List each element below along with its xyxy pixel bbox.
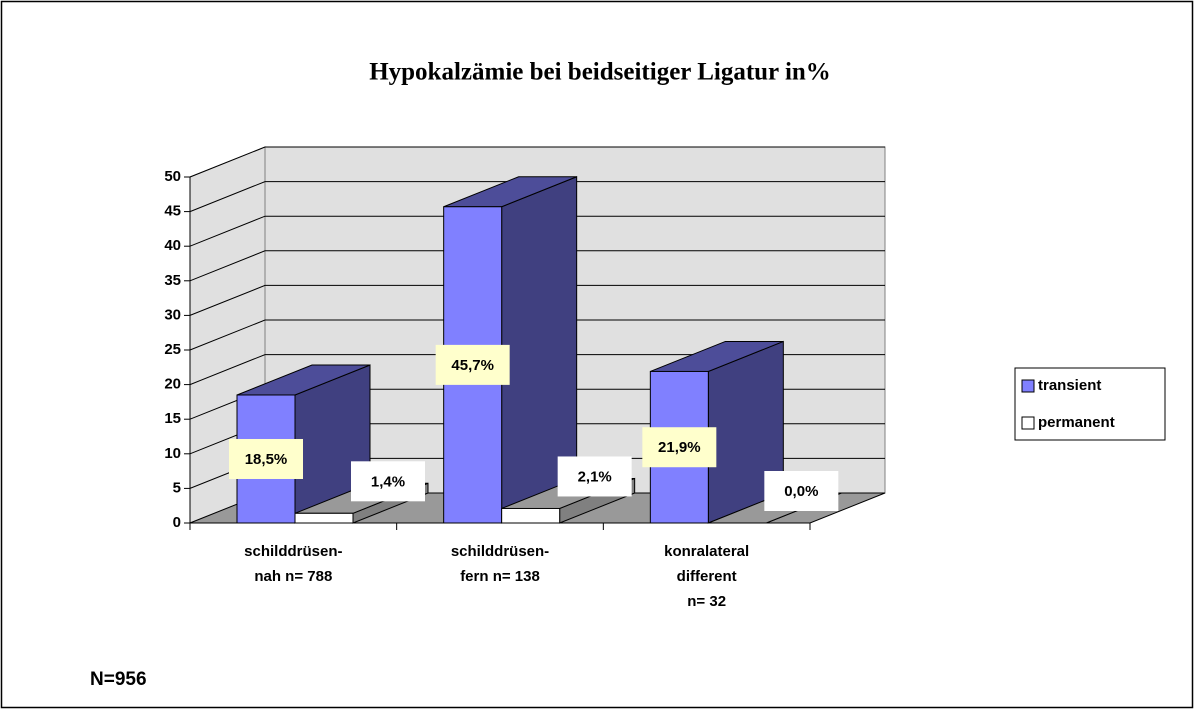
x-tick-label: n= 32	[687, 593, 726, 610]
y-tick-label: 45	[164, 203, 181, 220]
data-label-box	[557, 456, 632, 497]
grid-line	[189, 319, 885, 351]
legend-label: permanent	[1038, 414, 1115, 431]
grid-line	[189, 250, 885, 282]
x-tick-label: schilddrüsen-	[244, 543, 342, 560]
grid-line	[189, 181, 885, 213]
grid-line	[189, 146, 885, 178]
y-tick-label: 25	[164, 341, 181, 358]
data-label: 0,0%	[784, 483, 818, 500]
y-tick-label: 20	[164, 376, 181, 393]
x-tick-label: different	[677, 568, 737, 585]
y-tick-label: 40	[164, 237, 181, 254]
grid-line	[189, 284, 885, 316]
x-tick-label: nah n= 788	[254, 568, 332, 585]
x-tick-label: fern n= 138	[460, 568, 540, 585]
bar-front	[294, 512, 354, 524]
grid-line	[189, 215, 885, 247]
y-tick-label: 35	[164, 272, 181, 289]
x-tick-label: schilddrüsen-	[451, 543, 549, 560]
data-label: 45,7%	[451, 357, 494, 374]
bar-front	[501, 507, 561, 524]
y-tick-label: 5	[173, 479, 181, 496]
data-label-box	[642, 427, 717, 468]
chart-title: Hypokalzämie bei beidseitiger Ligatur in…	[369, 59, 831, 86]
data-label: 2,1%	[578, 468, 612, 485]
legend-swatch	[1021, 416, 1035, 430]
data-label-box	[229, 438, 303, 479]
y-tick-label: 30	[164, 306, 181, 323]
y-tick-label: 50	[164, 168, 181, 185]
data-label: 21,9%	[658, 439, 701, 456]
grid-line	[189, 354, 885, 386]
data-label-box	[351, 461, 425, 502]
data-label-box	[764, 471, 839, 511]
data-label-box	[435, 344, 510, 385]
y-tick-label: 0	[173, 514, 181, 531]
legend-box	[1014, 367, 1166, 441]
y-tick-label: 15	[164, 410, 181, 427]
legend-swatch	[1021, 379, 1035, 393]
data-label: 18,5%	[245, 451, 288, 468]
x-tick-label: konralateral	[664, 543, 749, 560]
legend-label: transient	[1038, 377, 1101, 394]
y-tick-label: 10	[164, 445, 181, 462]
annotation: N=956	[90, 669, 147, 690]
data-label: 1,4%	[371, 473, 405, 490]
